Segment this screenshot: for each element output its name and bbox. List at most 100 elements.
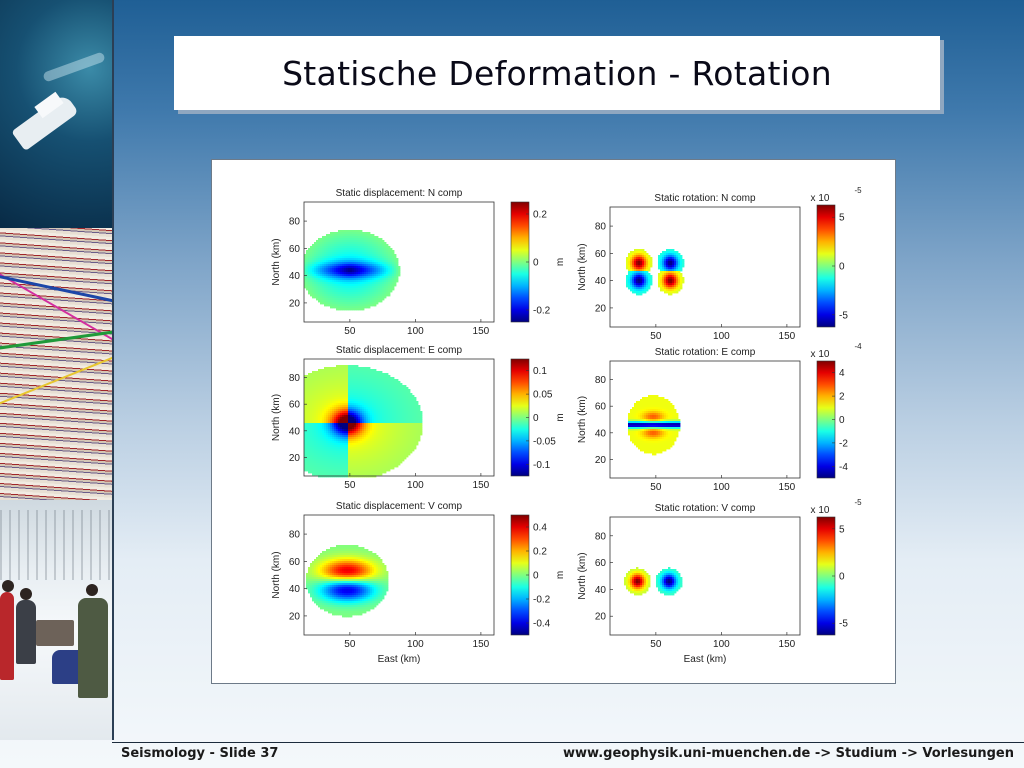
axes-frame [303,201,495,323]
y-tick-label: 60 [595,249,607,260]
seismic-section-image [0,228,112,500]
colorbar-exponent: -5 [854,186,862,195]
side-photo-strip [0,0,114,740]
figure-panel: Static displacement: N comp 50 100 150 20 40 6… [211,159,896,684]
panel-title: Static displacement: V comp [336,501,463,512]
panel-title: Static displacement: N comp [336,188,463,199]
title-box: Statische Deformation - Rotation [174,36,940,110]
x-tick-label: 100 [407,480,424,491]
x-tick-label: 100 [713,639,730,650]
y-tick-label: 80 [289,373,301,384]
x-tick-label: 150 [779,331,796,342]
colorbar-tick-label: 4 [839,368,845,379]
colorbar-tick-label: -0.2 [533,595,551,606]
y-tick-label: 40 [595,276,607,287]
colorbar-tick-label: 0 [839,415,845,426]
y-axis-label: North (km) [577,396,588,443]
colorbar-tick-label: 0 [533,413,539,424]
colorbar-scale: x 10 [811,349,830,360]
y-tick-label: 60 [289,557,301,568]
x-axis-label: East (km) [684,654,727,665]
colorbar-exponent: -5 [854,498,862,507]
footer-url: www.geophysik.uni-muenchen.de -> Studium… [563,746,1014,761]
slide-title: Statische Deformation - Rotation [282,53,832,93]
y-axis-label: North (km) [577,552,588,599]
y-tick-label: 20 [289,298,301,309]
colorbar-tick-label: 0.4 [533,523,547,534]
x-axis-label: East (km) [378,654,421,665]
colorbar-unit: m [555,571,566,579]
x-tick-label: 100 [713,482,730,493]
y-tick-label: 80 [595,531,607,542]
axes-frame [609,360,801,479]
y-tick-label: 80 [595,375,607,386]
colorbar-tick-label: 5 [839,524,845,535]
colorbar-tick-label: -0.1 [533,460,551,471]
colorbar-tick-label: 0 [533,258,539,269]
y-tick-label: 60 [595,558,607,569]
y-tick-label: 20 [595,455,607,466]
colorbar-tick-label: -5 [839,310,848,321]
y-tick-label: 20 [289,611,301,622]
y-tick-label: 80 [595,222,607,233]
y-tick-label: 40 [595,428,607,439]
footer-divider [112,742,1024,743]
y-tick-label: 60 [595,402,607,413]
x-tick-label: 100 [407,326,424,337]
y-tick-label: 20 [595,612,607,623]
axes-frame [303,514,495,636]
x-tick-label: 150 [473,639,490,650]
y-tick-label: 80 [289,217,301,228]
x-tick-label: 50 [344,480,356,491]
y-axis-label: North (km) [271,394,282,441]
colorbar-scale: x 10 [811,193,830,204]
y-tick-label: 40 [595,585,607,596]
colorbar-tick-label: -0.05 [533,436,556,447]
x-tick-label: 150 [473,480,490,491]
x-tick-label: 150 [779,482,796,493]
colorbar-tick-label: 0 [533,571,539,582]
panel-disp-e: Static displacement: E comp 50 100 150 20 40 6… [271,345,566,491]
colorbar-tick-label: 0.1 [533,366,547,377]
axes-frame [609,516,801,636]
y-axis-label: North (km) [577,243,588,290]
colorbar-tick-label: 0.2 [533,210,547,221]
research-ship-photo [0,0,112,228]
y-tick-label: 40 [289,584,301,595]
x-tick-label: 150 [779,639,796,650]
x-tick-label: 150 [473,326,490,337]
colorbar-tick-label: 0.05 [533,390,553,401]
y-tick-label: 60 [289,244,301,255]
x-tick-label: 100 [713,331,730,342]
x-tick-label: 50 [650,331,662,342]
panel-title: Static rotation: V comp [655,503,756,514]
y-axis-label: North (km) [271,238,282,285]
panel-title: Static rotation: N comp [654,193,756,204]
field-work-photo [0,500,112,740]
y-axis-label: North (km) [271,551,282,598]
colorbar-scale: x 10 [811,505,830,516]
axes-frame [303,358,495,477]
colorbar-tick-label: -0.4 [533,619,551,630]
x-tick-label: 50 [344,326,356,337]
colorbar-tick-label: 5 [839,213,845,224]
x-tick-label: 50 [344,639,356,650]
y-tick-label: 80 [289,530,301,541]
colorbar-tick-label: 0 [839,262,845,273]
colorbar-unit: m [555,413,566,421]
panel-disp-v: Static displacement: V comp 50 100 150 20 40 6… [271,501,566,665]
footer-slide-label: Seismology - Slide 37 [121,746,279,761]
axes-frame [609,206,801,328]
panel-rot-v: Static rotation: V comp 50 100 150 20 40 60 80 N… [577,498,862,665]
x-tick-label: 50 [650,639,662,650]
y-tick-label: 40 [289,426,301,437]
colorbar-unit: m [555,258,566,266]
y-tick-label: 40 [289,271,301,282]
y-tick-label: 20 [595,303,607,314]
x-tick-label: 50 [650,482,662,493]
colorbar-tick-label: -2 [839,438,848,449]
colorbar-exponent: -4 [854,342,862,351]
